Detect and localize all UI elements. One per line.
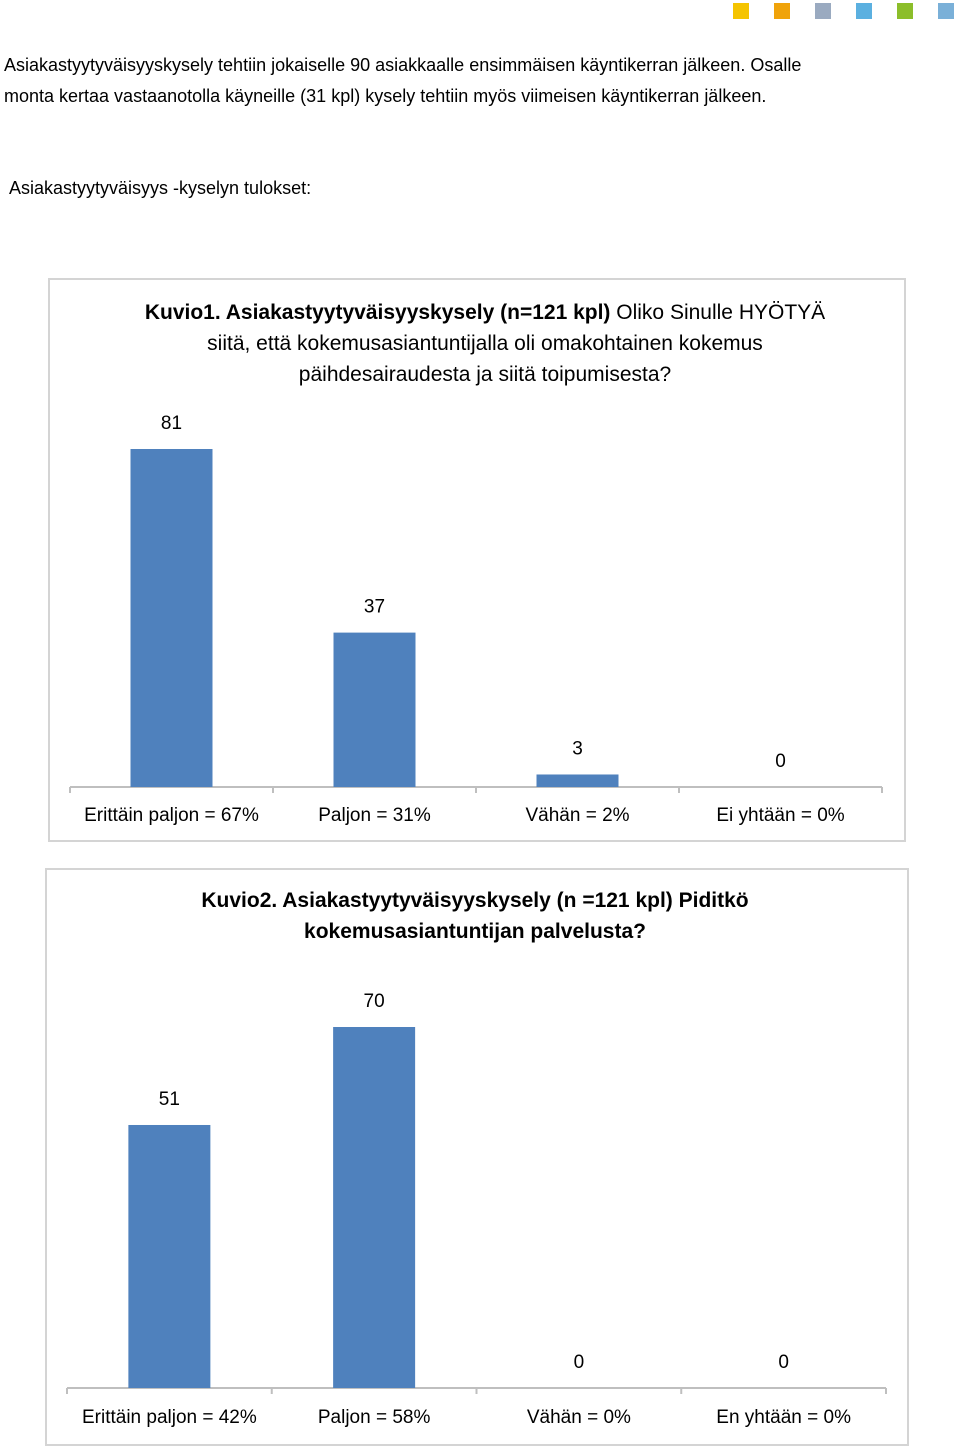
category-label: Paljon = 31%: [318, 805, 431, 826]
value-label: 3: [572, 738, 583, 759]
bar: [333, 632, 416, 787]
chart-heading: Kuvio2. Asiakastyytyväisyyskysely (n =12…: [160, 885, 790, 947]
value-label: 51: [159, 1089, 180, 1110]
chart-heading: Kuvio1. Asiakastyytyväisyyskysely (n=121…: [140, 297, 830, 390]
chart-frame: [48, 278, 906, 842]
category-label: Erittäin paljon = 67%: [84, 805, 259, 826]
deco-square: [856, 3, 872, 19]
value-label: 81: [161, 413, 182, 434]
intro-line: Asiakastyytyväisyyskysely tehtiin jokais…: [4, 55, 802, 75]
category-label: Vähän = 0%: [527, 1407, 631, 1428]
chart-subtitle: Oliko Sinulle HYÖTYÄ siitä, että kokemus…: [207, 301, 826, 386]
subheading: Asiakastyytyväisyys -kyselyn tulokset:: [9, 178, 312, 198]
intro-line: monta kertaa vastaanotolla käyneille (31…: [4, 86, 767, 106]
chart-frame: [45, 868, 909, 1446]
bar: [128, 1124, 211, 1388]
chart-title: Kuvio1. Asiakastyytyväisyyskysely (n=121…: [144, 301, 611, 324]
category-label: Erittäin paljon = 42%: [82, 1407, 257, 1428]
category-label: Paljon = 58%: [318, 1407, 431, 1428]
bar: [130, 449, 213, 787]
value-label: 0: [775, 751, 786, 772]
bar: [333, 1027, 416, 1388]
category-label: Vähän = 2%: [525, 805, 629, 826]
value-label: 0: [574, 1352, 585, 1373]
value-label: 70: [364, 991, 385, 1012]
value-label: 37: [364, 597, 385, 618]
chart-title: Kuvio2. Asiakastyytyväisyyskysely (n =12…: [201, 889, 749, 943]
deco-square: [897, 3, 913, 19]
bar: [536, 774, 619, 787]
value-label: 0: [778, 1352, 789, 1373]
deco-square: [733, 3, 749, 19]
intro: Asiakastyytyväisyyskysely tehtiin jokais…: [4, 50, 801, 112]
deco-square: [815, 3, 831, 19]
category-label: Ei yhtään = 0%: [716, 805, 844, 826]
deco-square: [938, 3, 954, 19]
category-label: En yhtään = 0%: [716, 1407, 851, 1428]
deco-square: [774, 3, 790, 19]
